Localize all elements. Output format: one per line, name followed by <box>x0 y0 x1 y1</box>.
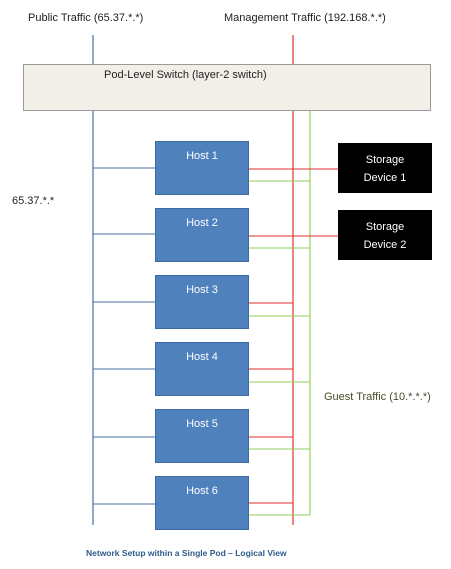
host-1: Host 1 <box>155 141 249 195</box>
storage-1-line2: Device 1 <box>363 172 407 184</box>
public-traffic-label: Public Traffic (65.37.*.*) <box>28 12 144 24</box>
diagram-caption: Network Setup within a Single Pod – Logi… <box>86 548 287 558</box>
host-4: Host 4 <box>155 342 249 396</box>
management-traffic-label: Management Traffic (192.168.*.*) <box>224 12 386 24</box>
storage-2-line2: Device 2 <box>363 239 407 251</box>
host-5: Host 5 <box>155 409 249 463</box>
pod-level-switch: Pod-Level Switch (layer-2 switch) <box>23 64 431 111</box>
switch-label: Pod-Level Switch (layer-2 switch) <box>104 69 267 81</box>
storage-device-1: Storage Device 1 <box>338 143 432 193</box>
storage-device-2: Storage Device 2 <box>338 210 432 260</box>
storage-2-line1: Storage <box>365 221 405 233</box>
storage-1-line1: Storage <box>365 154 405 166</box>
public-subnet-label: 65.37.*.* <box>12 195 55 207</box>
host-6: Host 6 <box>155 476 249 530</box>
guest-traffic-label: Guest Traffic (10.*.*.*) <box>324 391 431 403</box>
host-2: Host 2 <box>155 208 249 262</box>
host-3: Host 3 <box>155 275 249 329</box>
